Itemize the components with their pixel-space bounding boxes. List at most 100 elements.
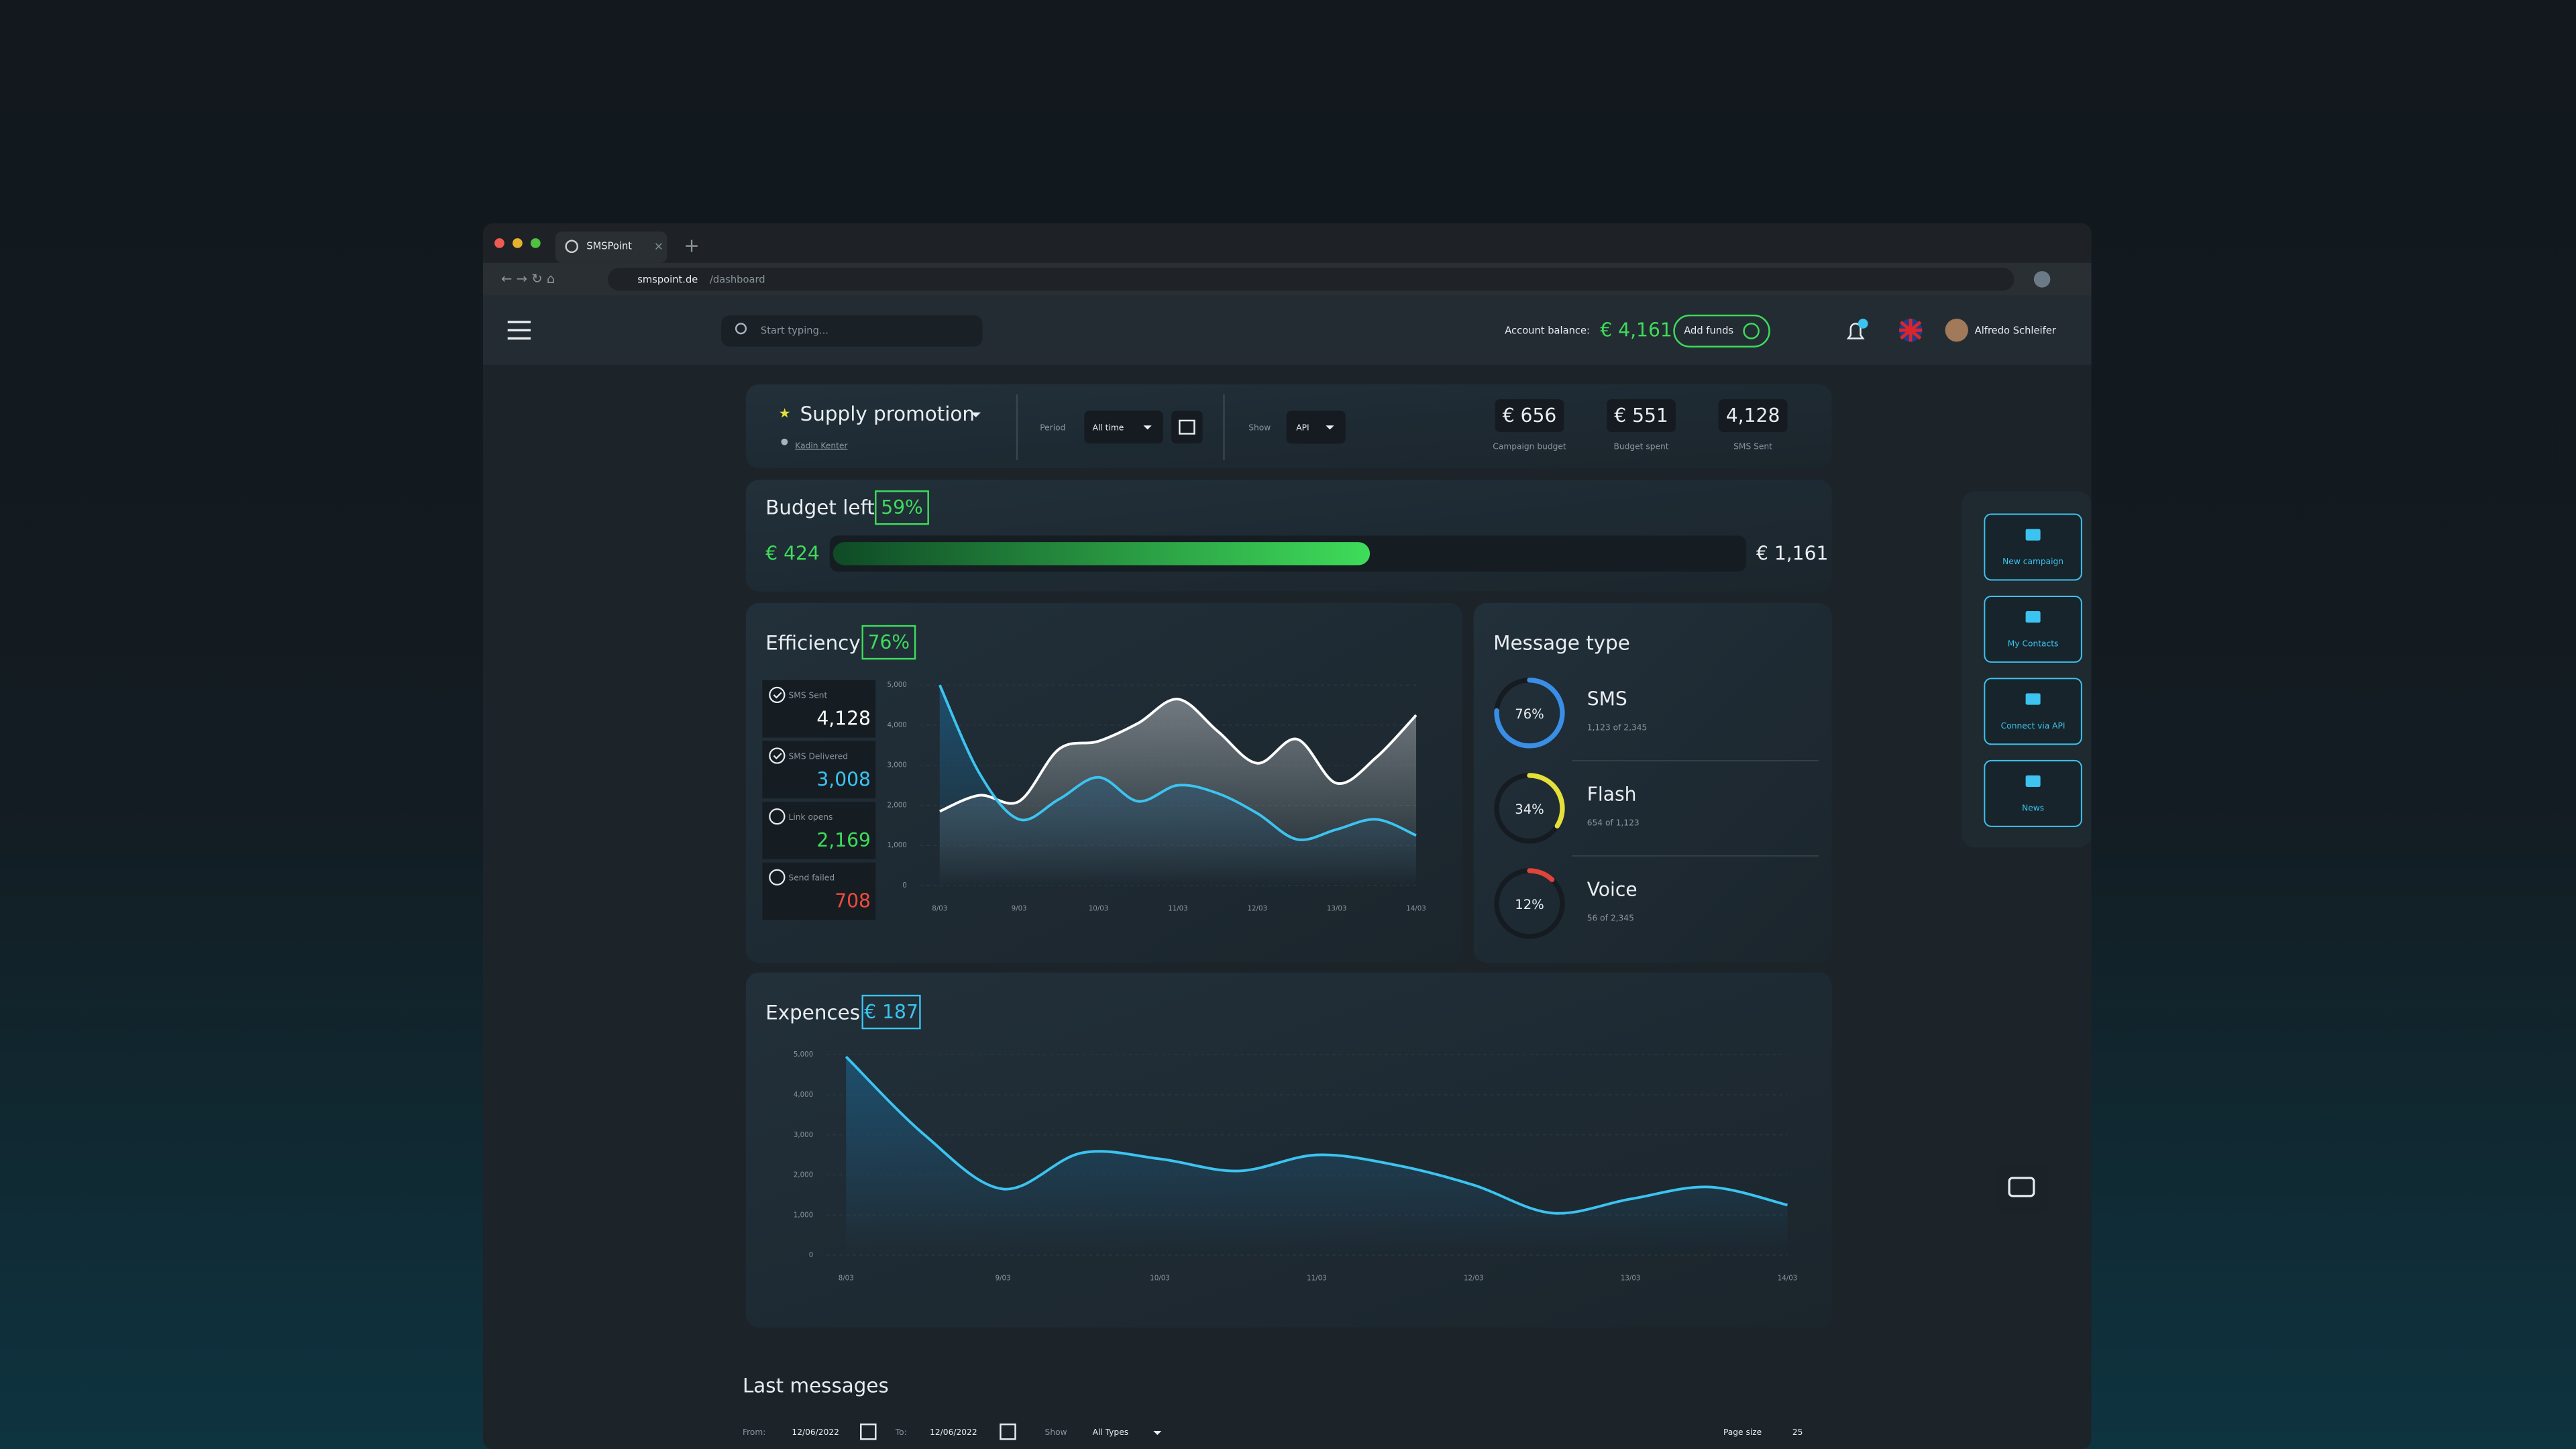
avatar[interactable] <box>1945 319 1968 342</box>
side-button[interactable] <box>1984 759 2082 827</box>
search-box[interactable] <box>721 315 983 347</box>
to-date[interactable]: 12/06/2022 <box>930 1428 977 1437</box>
add-funds-label: Add funds <box>1684 325 1733 336</box>
balance-value: € 4,161 <box>1600 319 1672 341</box>
type-name: Voice <box>1587 878 1638 900</box>
side-button[interactable] <box>1984 513 2082 581</box>
type-detail: 654 of 1,123 <box>1587 818 1640 827</box>
period-select[interactable] <box>1084 411 1163 444</box>
page-size-value[interactable]: 25 <box>1792 1428 1803 1437</box>
metric-check <box>773 753 782 760</box>
metric-value: 2,169 <box>816 829 871 851</box>
side-label: Connect via API <box>2001 721 2065 731</box>
chat-button[interactable] <box>1996 1163 2047 1214</box>
from-date[interactable]: 12/06/2022 <box>792 1428 839 1437</box>
bell-icon[interactable] <box>1846 323 1865 339</box>
menu-icon[interactable] <box>507 321 531 340</box>
url-host: smspoint.de <box>637 274 698 286</box>
metric-value: 4,128 <box>816 708 871 730</box>
expences-title: Expences <box>765 1002 860 1024</box>
url-path: /dashboard <box>710 274 765 286</box>
stat-label: SMS Sent <box>1733 442 1772 451</box>
x-tick-label: 8/03 <box>839 1274 854 1282</box>
metric-checkbox[interactable] <box>769 869 786 885</box>
metric-checkbox[interactable] <box>769 747 786 764</box>
efficiency-score: 76% <box>868 631 910 653</box>
y-tick-label: 2,000 <box>794 1171 813 1179</box>
add-funds-button[interactable] <box>1673 314 1770 347</box>
y-tick-label: 2,000 <box>887 801 906 809</box>
x-tick-label: 13/03 <box>1621 1274 1641 1282</box>
show-label: Show <box>1248 423 1271 432</box>
campaign-owner[interactable]: Kadin Kenter <box>795 441 848 450</box>
series-line <box>845 1055 1788 1215</box>
message-type-title: Message type <box>1493 632 1630 655</box>
period-label: Period <box>1040 423 1065 432</box>
x-tick-label: 9/03 <box>996 1274 1011 1282</box>
type-name: SMS <box>1587 688 1627 710</box>
user-name[interactable]: Alfredo Schleifer <box>1975 325 2057 336</box>
budget-title: Budget left <box>765 496 875 519</box>
side-button[interactable] <box>1984 596 2082 663</box>
y-tick-label: 0 <box>809 1251 814 1259</box>
side-icon <box>2025 693 2041 705</box>
side-icon <box>2025 529 2041 541</box>
message-type-panel <box>1473 602 1832 963</box>
x-tick-label: 14/03 <box>1778 1274 1798 1282</box>
metric-card <box>762 862 876 920</box>
stat-box <box>1718 399 1788 433</box>
search-placeholder: Start typing... <box>761 325 828 336</box>
donut-arc <box>1494 678 1565 749</box>
new-tab[interactable]: + <box>684 234 700 256</box>
x-tick-label: 13/03 <box>1327 904 1347 912</box>
nav-icons[interactable]: ← → ↻ ⌂ <box>501 271 555 286</box>
y-tick-label: 3,000 <box>794 1131 813 1139</box>
metric-checkbox[interactable] <box>769 808 786 825</box>
stat-box <box>1495 399 1564 433</box>
metric-label: SMS Sent <box>789 691 828 700</box>
expences-badge <box>861 994 921 1030</box>
url-field[interactable] <box>608 268 2015 291</box>
tab-bar <box>483 223 2092 263</box>
calendar-button[interactable] <box>1171 411 1203 444</box>
budget-total: € 1,161 <box>1756 543 1828 565</box>
x-tick-label: 9/03 <box>1012 904 1027 912</box>
budget-percent: 59% <box>881 496 923 519</box>
tab-title: SMSPoint <box>586 240 632 252</box>
donut-label: 34% <box>1515 802 1544 817</box>
y-tick-label: 0 <box>902 881 907 890</box>
efficiency-title: Efficiency <box>765 632 861 655</box>
side-icon <box>2025 775 2041 788</box>
stat-value: € 551 <box>1614 405 1668 427</box>
series-line <box>939 698 1417 813</box>
x-tick-label: 11/03 <box>1168 904 1188 912</box>
stat-value: € 656 <box>1503 405 1557 427</box>
y-tick-label: 4,000 <box>794 1091 813 1099</box>
tab-close[interactable]: × <box>654 239 663 253</box>
profile-icon[interactable] <box>2033 271 2051 288</box>
side-button[interactable] <box>1984 678 2082 745</box>
metric-card <box>762 680 876 738</box>
x-tick-label: 10/03 <box>1089 904 1109 912</box>
budget-badge <box>875 490 929 525</box>
x-tick-label: 11/03 <box>1307 1274 1327 1282</box>
metric-checkbox[interactable] <box>769 686 786 704</box>
tab[interactable] <box>555 231 667 263</box>
side-label: My Contacts <box>2008 639 2059 649</box>
star-icon[interactable]: ★ <box>779 406 791 421</box>
type-value[interactable]: All Types <box>1093 1428 1129 1437</box>
series-line <box>938 684 1417 841</box>
page-size-label: Page size <box>1723 1428 1762 1437</box>
x-tick-label: 14/03 <box>1406 904 1426 912</box>
to-label: To: <box>895 1428 907 1437</box>
donut-arc <box>1494 868 1565 939</box>
metric-label: SMS Delivered <box>789 751 849 761</box>
show-select[interactable] <box>1286 411 1346 444</box>
type-name: Flash <box>1587 783 1637 805</box>
campaign-name[interactable]: Supply promotion <box>800 402 975 425</box>
x-tick-label: 10/03 <box>1150 1274 1170 1282</box>
metric-card <box>762 802 876 859</box>
metric-value: 708 <box>835 890 871 912</box>
donut-arc <box>1494 773 1565 844</box>
